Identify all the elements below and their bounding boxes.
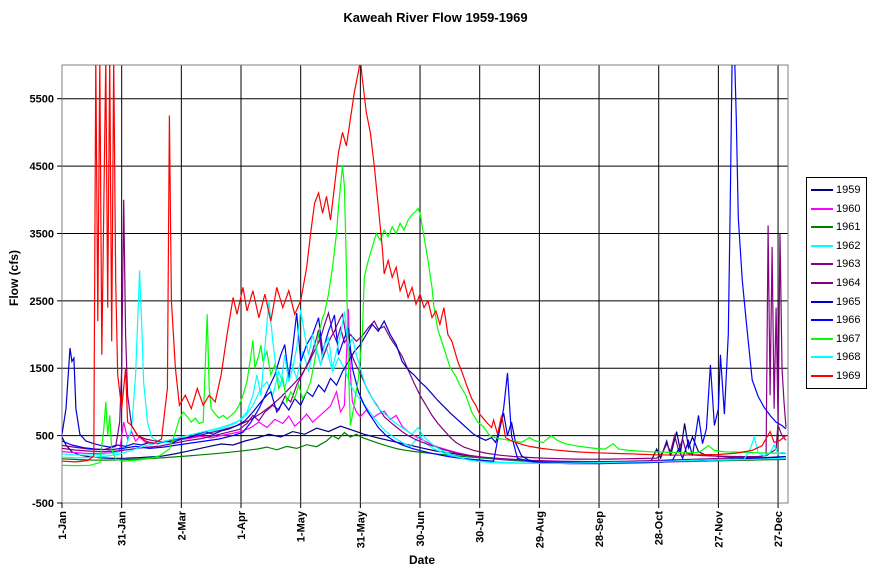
x-tick-label: 29-Aug xyxy=(534,511,546,548)
legend-label: 1961 xyxy=(836,221,861,234)
y-axis-title: Flow (cfs) xyxy=(7,250,21,306)
legend-color-swatch xyxy=(811,244,833,247)
legend-color-swatch xyxy=(811,207,833,210)
x-tick-label: 1-Apr xyxy=(236,510,248,539)
legend-label: 1964 xyxy=(836,276,861,289)
legend-item-1961: 1961 xyxy=(807,219,866,236)
series-line-1968 xyxy=(62,300,787,464)
legend-color-swatch xyxy=(811,337,833,340)
legend-item-1959: 1959 xyxy=(807,182,866,199)
legend-item-1966: 1966 xyxy=(807,312,866,329)
x-tick-label: 30-Jul xyxy=(475,511,487,543)
y-tick-label: 3500 xyxy=(30,228,54,240)
legend-label: 1960 xyxy=(836,202,861,215)
x-tick-label: 28-Sep xyxy=(594,511,606,547)
legend-item-1967: 1967 xyxy=(807,330,866,347)
x-tick-label: 1-May xyxy=(296,510,308,542)
legend-color-swatch xyxy=(811,189,833,192)
legend-color-swatch xyxy=(811,319,833,322)
legend-color-swatch xyxy=(811,300,833,303)
x-tick-label: 28-Oct xyxy=(654,511,666,546)
legend-label: 1965 xyxy=(836,295,861,308)
x-tick-label: 2-Mar xyxy=(176,510,188,540)
plot-border xyxy=(61,64,789,504)
y-tick-label: 2500 xyxy=(30,296,54,308)
series-line-1967 xyxy=(62,166,787,467)
x-tick-label: 27-Dec xyxy=(773,511,785,547)
series-line-1969 xyxy=(62,65,787,463)
legend-item-1963: 1963 xyxy=(807,256,866,273)
legend-item-1962: 1962 xyxy=(807,237,866,254)
chart-title: Kaweah River Flow 1959-1969 xyxy=(343,10,528,25)
legend-label: 1966 xyxy=(836,314,861,327)
series-line-1959 xyxy=(62,423,787,464)
y-tick-label: 500 xyxy=(36,431,54,443)
legend-color-swatch xyxy=(811,356,833,359)
legend-label: 1969 xyxy=(836,369,861,382)
legend-item-1960: 1960 xyxy=(807,200,866,217)
y-tick-label: -500 xyxy=(32,498,54,510)
legend-item-1968: 1968 xyxy=(807,349,866,366)
legend-color-swatch xyxy=(811,374,833,377)
legend: 1959 1960 1961 1962 1963 1964 1965 1966 1967 1968… xyxy=(806,177,867,389)
legend-label: 1962 xyxy=(836,239,861,252)
legend-color-swatch xyxy=(811,226,833,229)
y-tick-label: 1500 xyxy=(30,363,54,375)
legend-label: 1967 xyxy=(836,332,861,345)
x-tick-label: 1-Jan xyxy=(57,511,69,540)
x-tick-label: 31-May xyxy=(355,510,367,548)
legend-item-1964: 1964 xyxy=(807,274,866,291)
legend-item-1969: 1969 xyxy=(807,367,866,384)
legend-color-swatch xyxy=(811,263,833,266)
x-tick-label: 27-Nov xyxy=(713,510,725,548)
x-tick-label: 31-Jan xyxy=(117,511,129,546)
x-axis-title: Date xyxy=(408,553,435,567)
series-line-1966 xyxy=(62,65,787,464)
y-tick-label: 4500 xyxy=(30,161,54,173)
legend-item-1965: 1965 xyxy=(807,293,866,310)
series-group xyxy=(62,65,787,467)
legend-color-swatch xyxy=(811,281,833,284)
series-line-1965 xyxy=(62,319,787,465)
x-tick-label: 30-Jun xyxy=(415,511,427,547)
legend-label: 1963 xyxy=(836,258,861,271)
legend-label: 1959 xyxy=(836,184,861,197)
legend-label: 1968 xyxy=(836,351,861,364)
y-tick-label: 5500 xyxy=(30,94,54,106)
